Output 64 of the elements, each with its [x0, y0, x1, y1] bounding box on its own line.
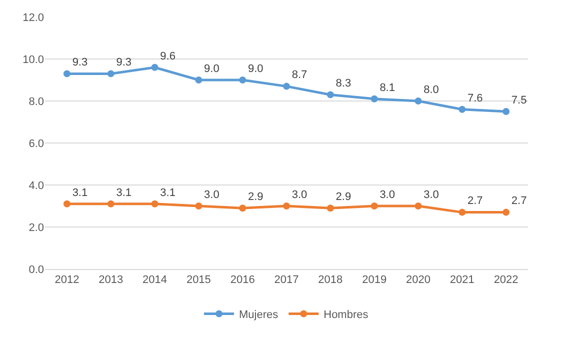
data-label: 8.3	[336, 78, 352, 90]
x-tick-label: 2021	[450, 274, 474, 286]
x-tick-label: 2020	[406, 274, 430, 286]
x-tick-label: 2012	[54, 274, 80, 286]
point	[283, 82, 290, 90]
point	[458, 208, 466, 216]
data-label: 9.3	[116, 56, 132, 69]
legend-label: Mujeres	[239, 309, 279, 322]
data-label: 3.0	[380, 188, 395, 201]
x-tick-label: 2017	[274, 274, 299, 286]
point	[239, 204, 246, 212]
point	[283, 202, 290, 210]
y-tick-label: 4.0	[28, 180, 44, 192]
data-label: 9.6	[160, 50, 176, 62]
data-label: 9.0	[248, 62, 264, 75]
data-label: 3.1	[160, 186, 176, 199]
point	[107, 200, 114, 208]
legend-label: Hombres	[324, 309, 369, 322]
point	[107, 70, 114, 78]
y-tick-label: 12.0	[22, 12, 44, 24]
data-label: 2.9	[336, 190, 352, 203]
data-label: 3.0	[424, 188, 439, 201]
y-tick-label: 2.0	[28, 222, 44, 234]
point	[502, 108, 510, 115]
point	[326, 204, 334, 212]
point	[414, 202, 422, 210]
point	[151, 64, 158, 71]
y-tick-label: 0.0	[28, 264, 44, 276]
data-label: 7.6	[468, 92, 483, 104]
data-label: 8.0	[424, 84, 439, 96]
data-label: 8.7	[292, 69, 308, 82]
y-tick-label: 8.0	[28, 96, 44, 108]
data-label: 2.7	[468, 195, 483, 208]
y-tick-label: 10.0	[22, 54, 44, 66]
data-label: 7.5	[511, 94, 527, 106]
point	[239, 76, 246, 84]
data-label: 3.0	[292, 188, 308, 201]
point	[63, 200, 70, 208]
data-label: 3.1	[72, 186, 88, 199]
data-label: 2.9	[248, 190, 264, 203]
point	[326, 91, 334, 98]
x-tick-label: 2016	[230, 274, 255, 286]
x-tick-label: 2013	[98, 274, 124, 286]
data-label: 3.0	[204, 188, 220, 201]
point	[458, 106, 466, 113]
point	[195, 202, 202, 210]
point	[414, 98, 422, 104]
x-tick-label: 2019	[362, 274, 387, 286]
point	[502, 208, 510, 216]
data-label: 3.1	[116, 186, 132, 199]
x-tick-label: 2018	[318, 274, 343, 286]
point	[370, 202, 378, 210]
point	[195, 76, 202, 84]
point	[63, 70, 70, 78]
data-label: 8.1	[380, 82, 395, 94]
point	[151, 200, 158, 208]
data-label: 9.0	[204, 62, 220, 75]
data-label: 9.3	[72, 56, 88, 69]
x-tick-label: 2022	[494, 274, 518, 286]
y-tick-label: 6.0	[28, 138, 44, 150]
x-tick-label: 2015	[186, 274, 211, 286]
x-tick-label: 2014	[142, 274, 168, 286]
point	[370, 95, 378, 102]
data-label: 2.7	[511, 195, 527, 208]
